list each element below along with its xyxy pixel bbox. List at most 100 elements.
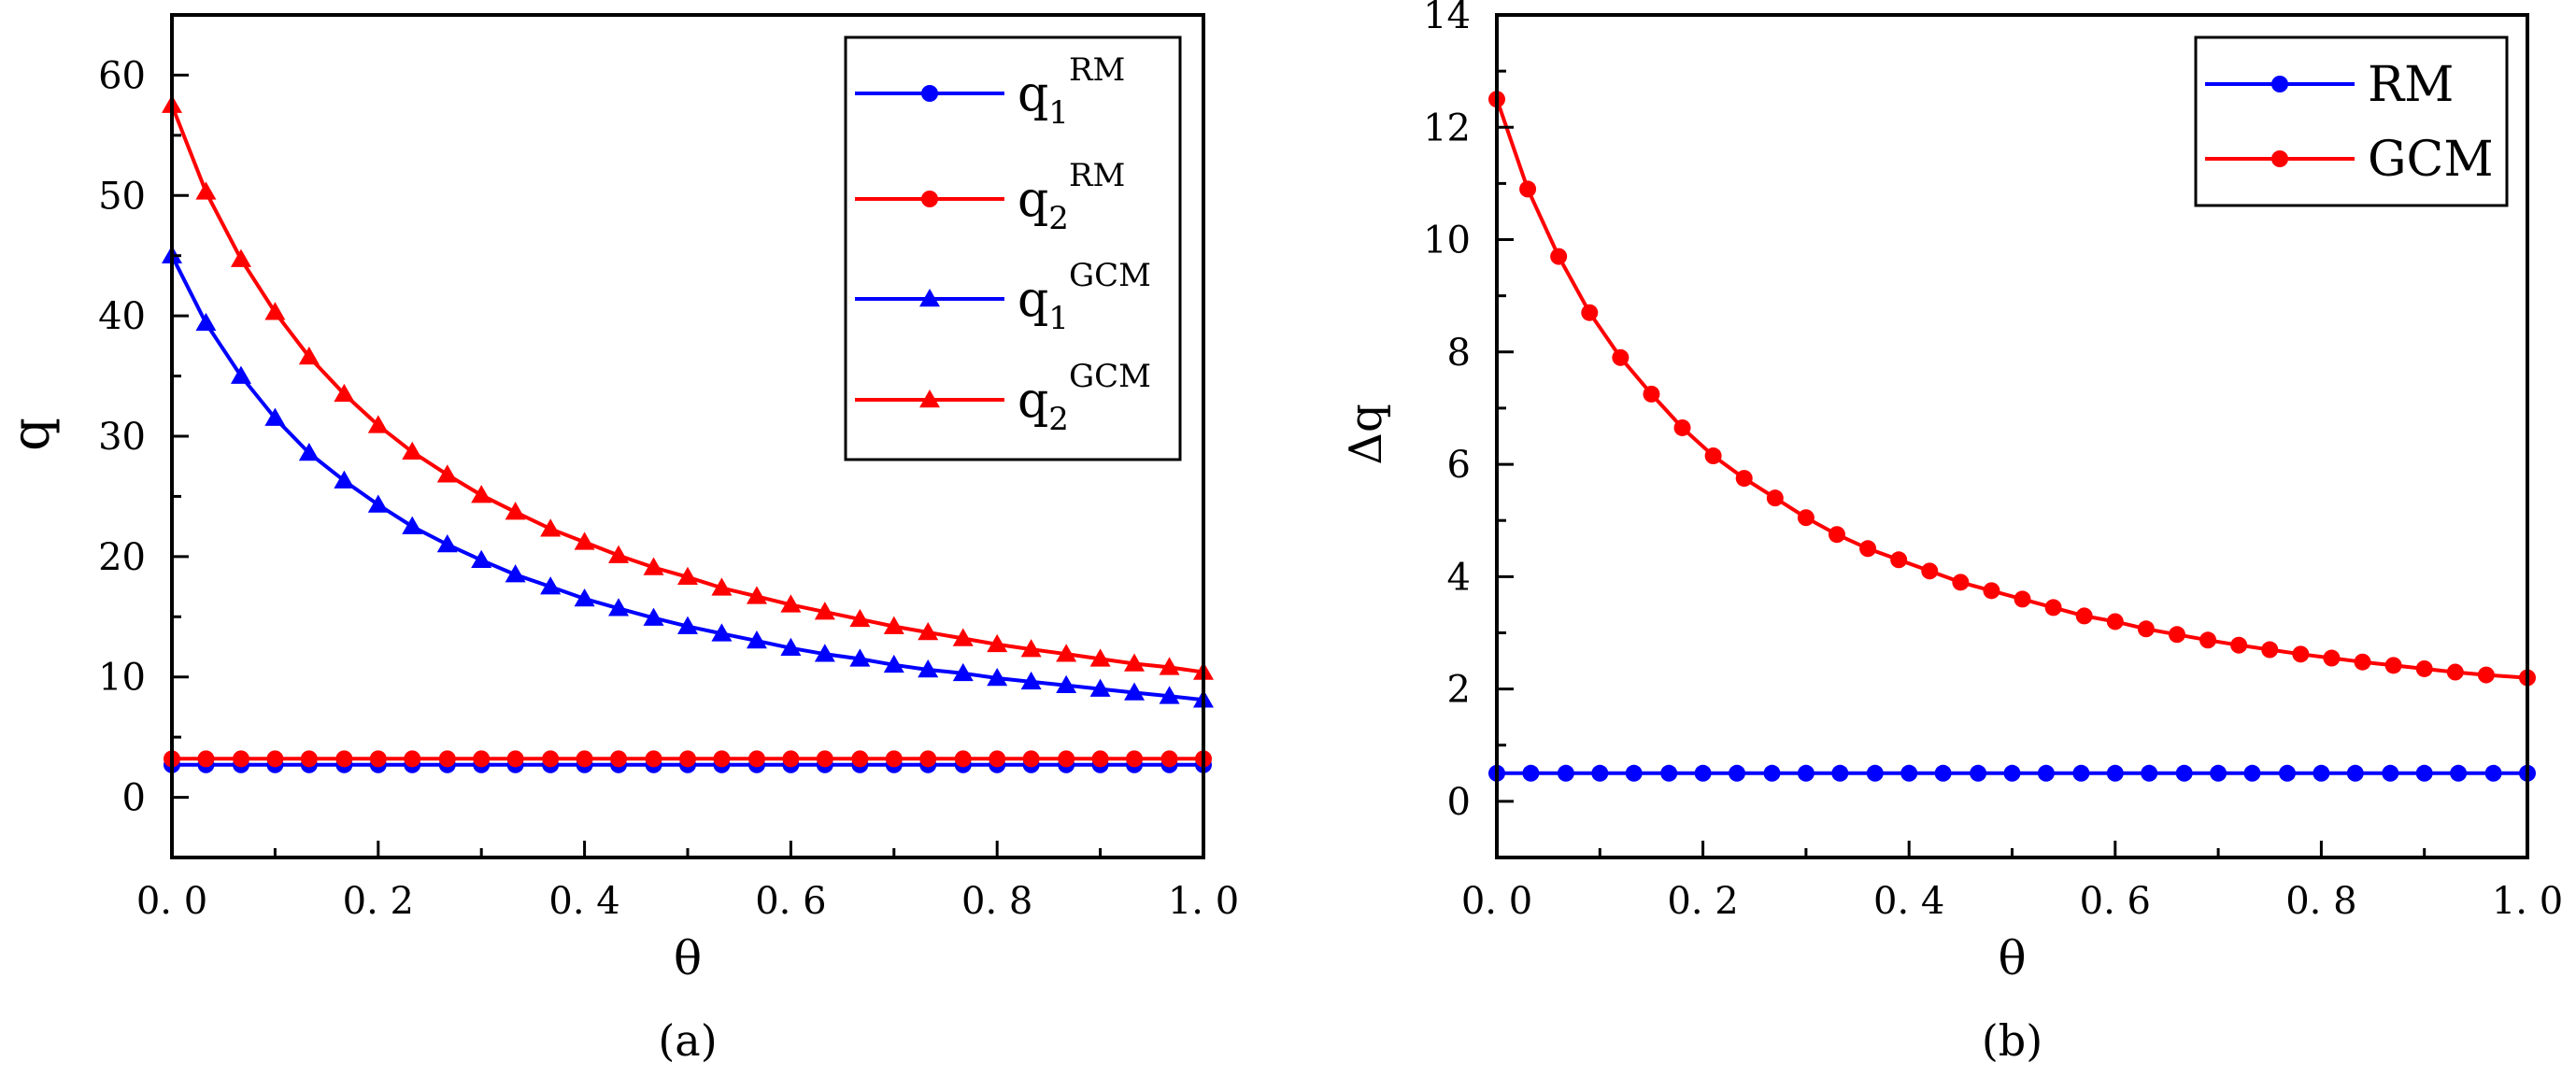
data-point — [1124, 653, 1146, 672]
data-point — [1735, 470, 1753, 488]
data-point — [746, 631, 767, 649]
data-point — [608, 545, 630, 563]
data-point — [643, 557, 664, 575]
data-point — [438, 750, 456, 768]
data-point — [954, 750, 972, 768]
legend-label: RM — [2368, 57, 2454, 113]
y-tick-label: 20 — [98, 536, 146, 579]
y-tick-label: 30 — [98, 416, 146, 459]
data-point — [1643, 385, 1660, 403]
data-point — [1797, 509, 1815, 527]
legend-label: q2GCM — [1018, 358, 1151, 438]
data-point — [2415, 764, 2433, 782]
x-tick-label: 1. 0 — [2492, 880, 2563, 923]
data-point — [1550, 248, 1568, 265]
data-point — [2210, 764, 2227, 782]
data-point — [230, 248, 251, 267]
data-point — [232, 750, 249, 768]
x-tick-label: 0. 8 — [961, 880, 1032, 923]
data-point — [1660, 764, 1678, 782]
data-point — [264, 302, 286, 320]
data-point — [1983, 582, 2000, 600]
x-tick-label: 0. 4 — [548, 880, 619, 923]
data-point — [334, 470, 355, 489]
data-point — [2446, 663, 2464, 681]
data-point — [404, 750, 421, 768]
data-point — [1828, 526, 1845, 544]
data-point — [2141, 764, 2158, 782]
data-point — [540, 576, 562, 595]
y-tick-label: 60 — [98, 54, 146, 97]
data-point — [849, 608, 871, 628]
data-point — [816, 750, 833, 768]
y-tick-label: 12 — [1423, 106, 1471, 149]
data-point — [746, 586, 767, 604]
legend-label: q1RM — [1018, 51, 1125, 132]
legend-box — [844, 35, 1182, 461]
y-tick-label: 8 — [1447, 332, 1471, 375]
x-tick-label: 0. 2 — [343, 880, 414, 923]
data-point — [814, 602, 835, 620]
data-point — [266, 750, 284, 768]
y-tick-label: 10 — [1423, 220, 1471, 262]
data-point — [782, 750, 800, 768]
y-tick-label: 0 — [122, 777, 146, 820]
data-point — [711, 577, 733, 596]
data-point — [335, 750, 353, 768]
series-q1-gcm — [162, 245, 1214, 708]
data-point — [989, 750, 1006, 768]
data-point — [677, 566, 698, 586]
legend: q1RM q2RM q1GCM q2GCM — [844, 35, 1182, 461]
data-point — [2230, 636, 2248, 654]
data-point — [195, 312, 217, 332]
data-point — [436, 533, 458, 553]
data-point — [849, 648, 871, 667]
data-point — [1797, 764, 1815, 782]
data-point — [1859, 540, 1877, 558]
data-point — [2175, 764, 2193, 782]
x-axis-label: θ — [674, 931, 702, 985]
data-point — [1160, 750, 1178, 768]
data-point — [1934, 764, 1952, 782]
data-point — [780, 594, 802, 613]
data-point — [747, 750, 765, 768]
legend-item: q2GCM — [855, 358, 1151, 438]
data-point — [883, 616, 904, 634]
data-point — [1020, 639, 1042, 658]
y-tick-label: 6 — [1447, 444, 1471, 487]
data-point — [473, 750, 491, 768]
data-point — [2450, 764, 2468, 782]
data-point — [1056, 674, 1077, 693]
data-point — [645, 750, 662, 768]
data-point — [918, 622, 939, 641]
data-point — [1159, 686, 1180, 704]
data-point — [677, 616, 698, 634]
x-tick-label: 1. 0 — [1168, 880, 1239, 923]
data-point — [1673, 418, 1691, 436]
data-point — [2415, 659, 2433, 677]
legend-item: GCM — [2205, 132, 2494, 188]
data-point — [369, 750, 387, 768]
data-point — [195, 181, 217, 200]
data-point — [987, 633, 1008, 653]
data-point — [298, 443, 320, 461]
y-axis-label: q — [1, 418, 62, 451]
legend: RM GCM — [2194, 35, 2509, 207]
data-point — [542, 750, 560, 768]
data-point — [230, 365, 251, 384]
data-point — [2075, 607, 2093, 625]
data-point — [711, 623, 733, 642]
data-point — [334, 383, 355, 403]
data-point — [2044, 599, 2062, 616]
data-point — [1625, 764, 1643, 782]
data-point — [1763, 764, 1781, 782]
data-point — [2484, 764, 2502, 782]
data-point — [1921, 562, 1939, 580]
data-point — [952, 662, 974, 682]
y-tick-label: 50 — [98, 175, 146, 218]
data-point — [402, 441, 423, 461]
data-point — [2014, 590, 2031, 608]
data-point — [1970, 764, 1987, 782]
data-point — [2106, 613, 2124, 631]
